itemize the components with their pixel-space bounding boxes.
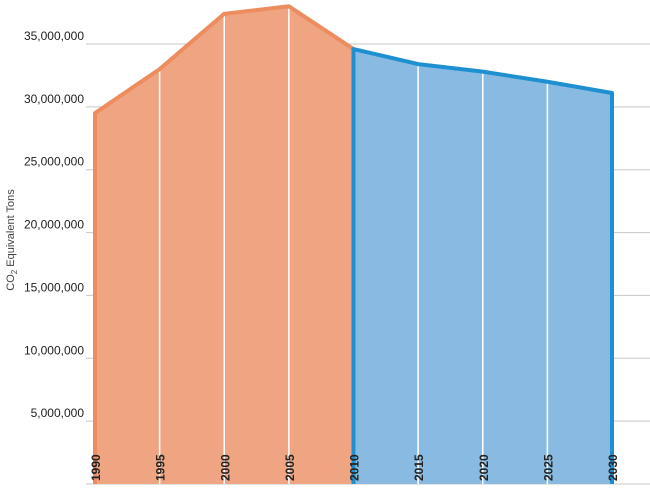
y-tick-label: 30,000,000 bbox=[24, 92, 84, 106]
y-tick-label: 10,000,000 bbox=[24, 343, 84, 357]
x-tick-label: 1995 bbox=[154, 454, 168, 481]
y-tick-label: 5,000,000 bbox=[31, 406, 85, 420]
x-tick-label: 2000 bbox=[218, 454, 232, 481]
y-tick-label: 20,000,000 bbox=[24, 218, 84, 232]
x-axis-ticks: 1990 1995 2000 2005 2010 2015 2020 2025 2030 bbox=[89, 454, 620, 481]
x-tick-label: 2005 bbox=[283, 454, 297, 481]
y-axis-label: CO2 Equivalent Tons bbox=[5, 189, 19, 291]
x-tick-label: 2020 bbox=[477, 454, 491, 481]
y-tick-label: 25,000,000 bbox=[24, 155, 84, 169]
y-tick-label: 35,000,000 bbox=[24, 29, 84, 43]
data-areas bbox=[93, 4, 614, 485]
x-tick-label: 2015 bbox=[412, 454, 426, 481]
x-tick-label: 2030 bbox=[606, 454, 620, 481]
x-tick-label: 2025 bbox=[541, 454, 555, 481]
y-axis-ticks: 5,000,000 10,000,000 15,000,000 20,000,000 2… bbox=[24, 29, 84, 420]
y-tick-label: 15,000,000 bbox=[24, 280, 84, 294]
x-tick-label: 1990 bbox=[89, 454, 103, 481]
x-tick-label: 2010 bbox=[348, 454, 362, 481]
